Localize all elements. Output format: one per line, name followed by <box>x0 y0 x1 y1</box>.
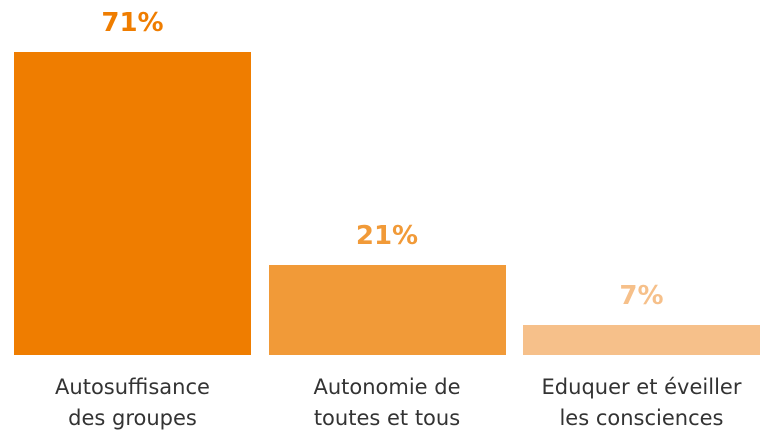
value-label: 7% <box>619 281 664 312</box>
bar <box>523 325 760 355</box>
category-label: Autosuffisance des groupes <box>55 375 210 430</box>
category-label: Autonomie de toutes et tous <box>313 375 461 430</box>
value-label: 71% <box>101 8 164 38</box>
bar <box>268 265 506 355</box>
bar <box>14 52 251 355</box>
value-label: 21% <box>355 221 419 252</box>
category-label: Eduquer et éveiller les consciences <box>541 375 742 430</box>
